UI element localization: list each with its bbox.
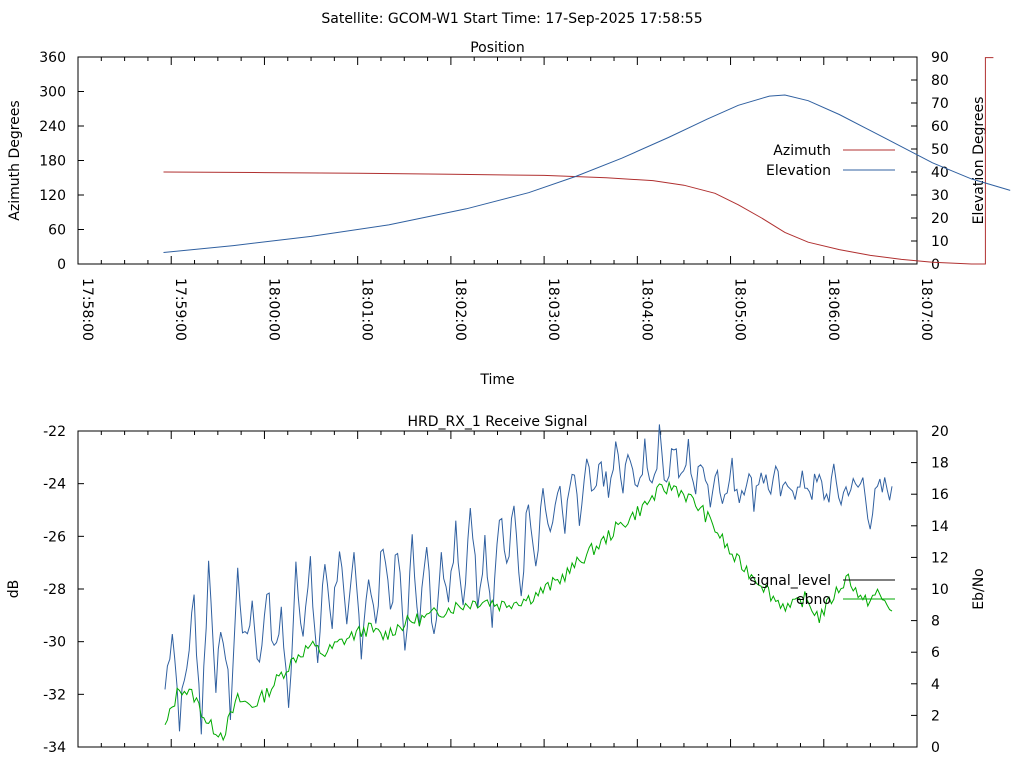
- elevation-tick-label: 60: [931, 119, 949, 135]
- elevation-tick-label: 30: [931, 188, 949, 204]
- signal-level-line: [164, 424, 893, 735]
- elevation-tick-label: 40: [931, 165, 949, 181]
- elevation-axis-label: Elevation Degrees: [971, 97, 987, 225]
- ebno-line: [164, 480, 893, 742]
- db-tick-label: -32: [43, 687, 66, 703]
- legend-label: Elevation: [766, 163, 831, 179]
- db-tick-label: -26: [43, 529, 66, 545]
- position-chart-title: Position: [470, 40, 525, 56]
- signal-chart: HRD_RX_1 Receive Signal dB Eb/No -22-24-…: [6, 414, 987, 756]
- ebno-tick-label: 20: [931, 424, 949, 440]
- elevation-tick-label: 90: [931, 50, 949, 66]
- position-chart: Position Azimuth Degrees Elevation Degre…: [7, 40, 1011, 388]
- signal-axes: -22 -24 -26 -28 -30 -32 -34 0 2 4 6 8 10 12 14 16 18 20: [43, 424, 949, 756]
- ebno-tick-label: 4: [931, 677, 940, 693]
- signal-series: [164, 424, 893, 742]
- time-tick-label: 18:04:00: [638, 278, 654, 341]
- db-tick-label: -34: [43, 740, 66, 756]
- elevation-line: [163, 94, 1011, 253]
- time-tick-label: 18:06:00: [825, 278, 841, 341]
- ebno-axis-label: Eb/No: [971, 568, 987, 610]
- position-legend: Azimuth Elevation: [766, 143, 895, 179]
- ebno-tick-label: 18: [931, 456, 949, 472]
- azimuth-tick-label: 0: [57, 257, 66, 273]
- azimuth-tick-label: 180: [39, 154, 66, 170]
- time-tick-label: 18:05:00: [732, 278, 748, 341]
- header-title: Satellite: GCOM-W1 Start Time: 17-Sep-20…: [321, 11, 702, 27]
- azimuth-tick-label: 360: [39, 50, 66, 66]
- time-tick-label: 18:03:00: [545, 278, 561, 341]
- position-axes: 0 60 120 180 240 300 360 0 10 20 30 40 50 60 70 80 90 17:…: [39, 50, 949, 341]
- azimuth-tick-label: 60: [48, 223, 66, 239]
- ebno-tick-label: 2: [931, 708, 940, 724]
- time-axis-label: Time: [479, 372, 514, 388]
- elevation-tick-label: 50: [931, 142, 949, 158]
- ebno-tick-label: 6: [931, 645, 940, 661]
- azimuth-tick-label: 240: [39, 119, 66, 135]
- ebno-tick-label: 10: [931, 582, 949, 598]
- db-tick-label: -24: [43, 477, 66, 493]
- signal-plot-frame: [77, 430, 918, 748]
- db-tick-label: -28: [43, 582, 66, 598]
- elevation-tick-label: 0: [931, 257, 940, 273]
- azimuth-line: [163, 57, 994, 265]
- elevation-tick-label: 10: [931, 234, 949, 250]
- ebno-tick-label: 16: [931, 487, 949, 503]
- time-tick-label: 18:02:00: [452, 278, 468, 341]
- position-series: [163, 57, 1011, 265]
- time-tick-label: 18:00:00: [265, 278, 281, 341]
- elevation-tick-label: 70: [931, 96, 949, 112]
- db-tick-label: -22: [43, 424, 66, 440]
- ebno-tick-label: 14: [931, 519, 949, 535]
- db-tick-label: -30: [43, 635, 66, 651]
- time-tick-label: 18:07:00: [918, 278, 934, 341]
- ebno-tick-label: 12: [931, 550, 949, 566]
- legend-label: ebno: [796, 592, 831, 608]
- azimuth-axis-label: Azimuth Degrees: [7, 100, 23, 220]
- legend-label: signal_level: [749, 573, 831, 589]
- position-plot-frame: [77, 56, 918, 265]
- ebno-tick-label: 0: [931, 740, 940, 756]
- time-tick-label: 17:58:00: [79, 278, 95, 341]
- elevation-tick-label: 20: [931, 211, 949, 227]
- ebno-tick-label: 8: [931, 614, 940, 630]
- elevation-tick-label: 80: [931, 73, 949, 89]
- legend-label: Azimuth: [773, 143, 831, 159]
- azimuth-tick-label: 300: [39, 85, 66, 101]
- azimuth-tick-label: 120: [39, 188, 66, 204]
- time-tick-label: 18:01:00: [359, 278, 375, 341]
- time-tick-label: 17:59:00: [172, 278, 188, 341]
- signal-chart-title: HRD_RX_1 Receive Signal: [408, 414, 588, 430]
- db-axis-label: dB: [6, 580, 22, 599]
